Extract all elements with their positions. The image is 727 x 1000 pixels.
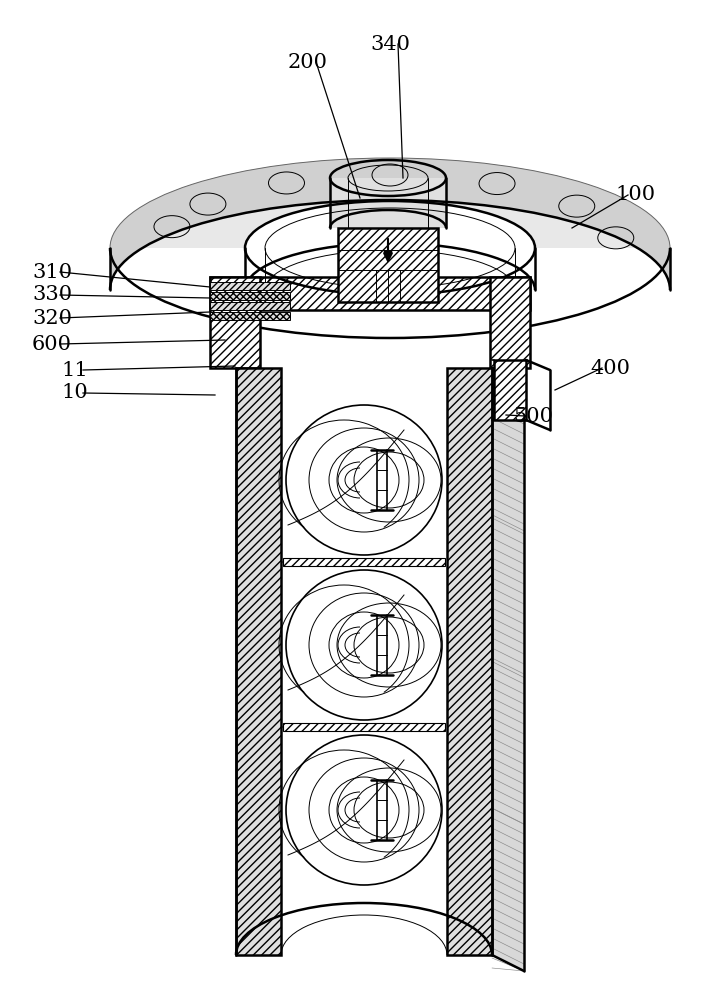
- Text: 11: 11: [62, 360, 89, 379]
- Bar: [283, 723, 445, 731]
- Text: 310: 310: [32, 262, 72, 282]
- Bar: [338, 228, 438, 302]
- Text: 10: 10: [62, 383, 89, 402]
- Bar: [210, 312, 290, 320]
- Text: 320: 320: [32, 308, 72, 328]
- Text: 330: 330: [32, 286, 72, 304]
- Bar: [210, 277, 530, 310]
- Bar: [494, 360, 526, 420]
- Polygon shape: [110, 158, 670, 290]
- Bar: [210, 277, 260, 368]
- Text: 340: 340: [370, 34, 410, 53]
- Text: 500: 500: [513, 406, 553, 426]
- Polygon shape: [110, 158, 670, 248]
- Bar: [210, 282, 290, 290]
- Text: 400: 400: [590, 359, 630, 377]
- Text: 600: 600: [32, 334, 72, 354]
- Bar: [210, 292, 290, 300]
- Bar: [490, 277, 530, 368]
- Bar: [210, 302, 290, 310]
- Bar: [447, 368, 492, 955]
- Bar: [283, 558, 445, 566]
- Text: 200: 200: [288, 52, 328, 72]
- Polygon shape: [330, 178, 446, 228]
- Polygon shape: [492, 368, 524, 971]
- Polygon shape: [281, 368, 447, 955]
- Bar: [236, 368, 281, 955]
- Text: 100: 100: [616, 186, 656, 205]
